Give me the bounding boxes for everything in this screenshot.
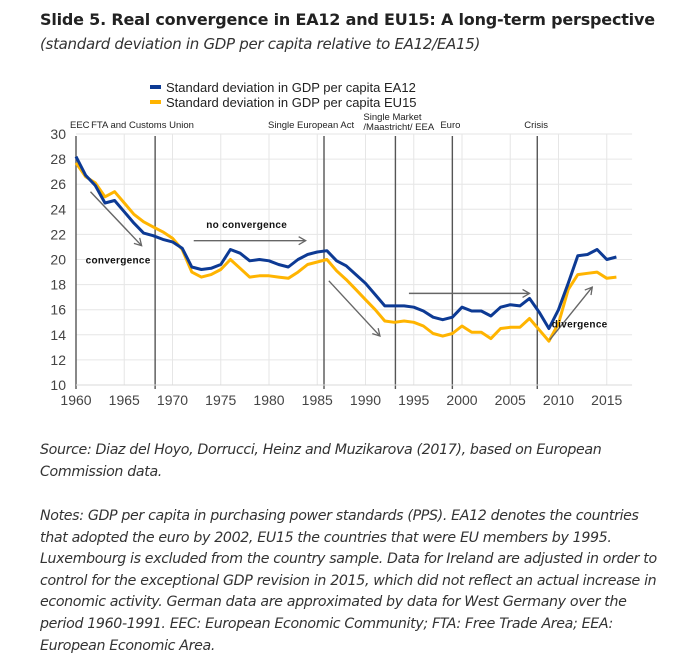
- y-tick-label: 28: [50, 151, 66, 167]
- x-tick-label: 1970: [157, 392, 188, 408]
- x-tick-label: 2010: [543, 392, 574, 408]
- y-tick-label: 24: [50, 201, 66, 217]
- y-tick-label: 18: [50, 277, 66, 293]
- x-tick-label: 2000: [446, 392, 477, 408]
- event-label-line: /Maastricht/ EEA: [363, 122, 434, 133]
- y-tick-label: 12: [50, 352, 66, 368]
- annotations: convergence no convergence divergence: [86, 220, 608, 330]
- annotation-label: convergence: [86, 255, 151, 266]
- legend-label: Standard deviation in GDP per capita EA1…: [166, 80, 416, 95]
- x-tick-label: 1965: [109, 392, 140, 408]
- event-lines: EEC FTA and Customs Union Single European …: [70, 112, 548, 389]
- gridlines: [76, 133, 633, 385]
- x-tick-label: 2005: [495, 392, 526, 408]
- x-tick-label: 2015: [591, 392, 622, 408]
- series-line: [74, 162, 617, 343]
- x-tick-label: 1990: [350, 392, 381, 408]
- event-label: Single Market/Maastricht/ EEA: [363, 112, 434, 133]
- y-tick-label: 10: [50, 377, 66, 393]
- axes: 10 12 14 16 18 20 22 24 26 28 30 1960 1965 1970 1975 19…: [50, 126, 633, 408]
- event-label: Euro: [440, 120, 460, 131]
- legend: Standard deviation in GDP per capita EA1…: [150, 80, 417, 110]
- event-label-line: Single Market: [363, 112, 421, 123]
- y-tick-label: 30: [50, 126, 66, 142]
- annotation-label: divergence: [552, 319, 608, 330]
- notes-text: Notes: GDP per capita in purchasing powe…: [40, 508, 657, 654]
- event-label: Single European Act: [268, 120, 354, 131]
- source-note: Source: Diaz del Hoyo, Dorrucci, Heinz a…: [40, 442, 602, 480]
- series-lines: [74, 155, 617, 343]
- x-tick-label: 1975: [205, 392, 236, 408]
- legend-label: Standard deviation in GDP per capita EU1…: [166, 95, 417, 110]
- annotation-label: no convergence: [206, 220, 287, 231]
- chart-title: Slide 5. Real convergence in EA12 and EU…: [40, 10, 655, 29]
- event-label: Crisis: [524, 120, 548, 131]
- line-chart: Standard deviation in GDP per capita EA1…: [50, 80, 633, 408]
- y-tick-label: 22: [50, 226, 66, 242]
- y-tick-label: 16: [50, 302, 66, 318]
- y-tick-label: 20: [50, 252, 66, 268]
- legend-swatch: [150, 85, 161, 89]
- x-tick-label: 1985: [302, 392, 333, 408]
- chart-subtitle: (standard deviation in GDP per capita re…: [40, 35, 481, 53]
- y-tick-label: 14: [50, 327, 66, 343]
- annotation-arrow: [89, 191, 143, 247]
- x-tick-label: 1995: [398, 392, 429, 408]
- annotation-arrow: [328, 280, 381, 338]
- annotation-arrow: [549, 286, 594, 341]
- series-line: [74, 155, 617, 330]
- event-label: EEC: [70, 120, 90, 131]
- x-tick-label: 1980: [253, 392, 284, 408]
- x-tick-label: 1960: [60, 392, 91, 408]
- event-label: FTA and Customs Union: [91, 120, 194, 131]
- y-tick-label: 26: [50, 176, 66, 192]
- annotation-arrows: [89, 191, 594, 341]
- legend-swatch: [150, 100, 161, 104]
